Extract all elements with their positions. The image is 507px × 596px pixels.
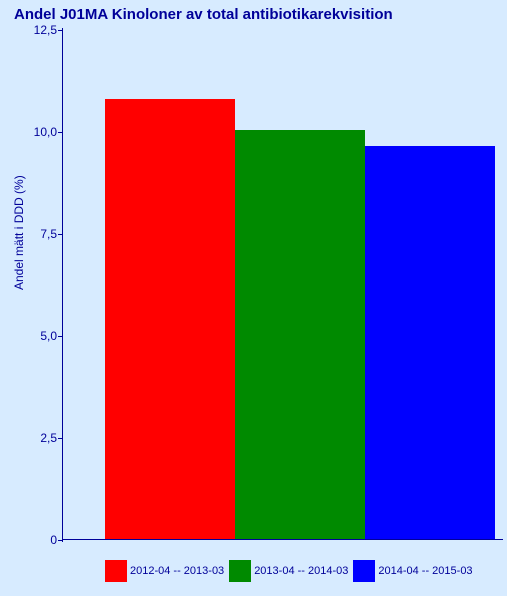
x-axis-baseline (63, 539, 503, 540)
y-tick-mark (58, 234, 63, 235)
bar (105, 99, 235, 540)
chart-title: Andel J01MA Kinoloner av total antibioti… (14, 6, 393, 23)
legend-label: 2012-04 -- 2013-03 (127, 565, 227, 577)
legend-item: 2012-04 -- 2013-03 (105, 560, 227, 582)
y-tick-label: 5,0 (17, 329, 57, 343)
y-tick-label: 7,5 (17, 227, 57, 241)
y-tick-label: 2,5 (17, 431, 57, 445)
y-tick-mark (58, 438, 63, 439)
bar (235, 130, 365, 540)
legend-swatch (353, 560, 375, 582)
y-axis (62, 28, 63, 542)
bar (365, 146, 495, 540)
legend-label: 2014-04 -- 2015-03 (375, 565, 475, 577)
y-tick-label: 10,0 (17, 125, 57, 139)
y-tick-mark (58, 30, 63, 31)
legend-item: 2013-04 -- 2014-03 (229, 560, 351, 582)
legend-swatch (105, 560, 127, 582)
legend-item: 2014-04 -- 2015-03 (353, 560, 475, 582)
y-tick-label: 12,5 (17, 23, 57, 37)
y-tick-mark (58, 336, 63, 337)
y-tick-label: 0 (17, 533, 57, 547)
legend-label: 2013-04 -- 2014-03 (251, 565, 351, 577)
y-tick-mark (58, 132, 63, 133)
legend: 2012-04 -- 2013-03 2013-04 -- 2014-03 2014… (105, 560, 476, 582)
legend-swatch (229, 560, 251, 582)
y-tick-mark (58, 540, 63, 541)
